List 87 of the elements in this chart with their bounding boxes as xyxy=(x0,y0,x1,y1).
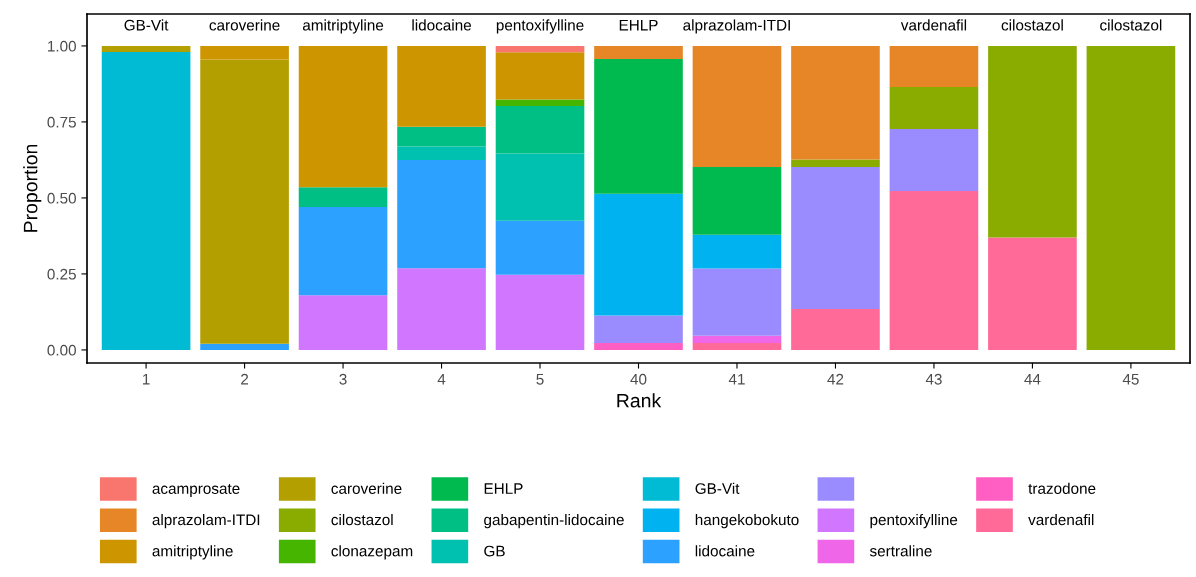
y-tick-label: 0.50 xyxy=(47,192,76,204)
annotation: cilostazol xyxy=(1100,19,1162,31)
bar xyxy=(397,159,486,269)
bar xyxy=(495,153,585,221)
legend-label: GB-Vit xyxy=(695,482,740,494)
bar xyxy=(988,45,1077,238)
bar xyxy=(988,237,1077,350)
annotation: alprazolam-ITDI xyxy=(683,19,790,34)
legend-label: sertraline xyxy=(869,545,932,557)
bar xyxy=(692,342,782,350)
bar xyxy=(298,187,388,208)
annotation: cilostazol xyxy=(1001,19,1063,31)
bar xyxy=(594,315,683,343)
bar xyxy=(791,159,880,167)
legend-label: pentoxifylline xyxy=(870,513,958,529)
bar xyxy=(692,45,782,167)
bar xyxy=(495,99,585,107)
bar xyxy=(889,45,979,87)
bar xyxy=(594,45,683,59)
bar xyxy=(594,58,683,194)
annotation: amitriptyline xyxy=(302,19,384,34)
bar xyxy=(101,52,191,350)
bar xyxy=(200,45,289,60)
annotation: caroverine xyxy=(209,19,280,31)
bar xyxy=(495,106,585,154)
x-tick-label: 2 xyxy=(241,373,249,385)
bar xyxy=(594,342,683,350)
x-tick-label: 3 xyxy=(339,373,347,385)
bar xyxy=(889,128,979,191)
bar xyxy=(200,59,289,344)
bar xyxy=(298,295,388,350)
bar xyxy=(1086,45,1176,350)
legend-label: alprazolam-ITDI xyxy=(152,513,260,529)
bar xyxy=(692,166,782,235)
bar xyxy=(791,166,880,309)
annotation: EHLP xyxy=(619,19,658,31)
bar xyxy=(495,220,585,275)
legend-label: hangekobokuto xyxy=(695,513,799,529)
x-tick-label: 41 xyxy=(728,373,745,385)
legend-label: clonazepam xyxy=(331,545,413,560)
x-tick-label: 5 xyxy=(536,373,544,385)
bar xyxy=(889,86,979,129)
bar xyxy=(594,193,683,316)
bar xyxy=(397,146,486,160)
bar xyxy=(298,45,388,188)
x-axis-title: Rank xyxy=(617,393,662,408)
y-tick-label: 0.00 xyxy=(47,344,76,356)
x-tick-label: 42 xyxy=(827,373,844,385)
bar xyxy=(200,343,289,350)
bar xyxy=(397,45,486,127)
legend-label: amitriptyline xyxy=(152,545,233,560)
legend-label: trazodone xyxy=(1028,482,1096,494)
bar xyxy=(495,274,585,350)
legend-label: vardenafil xyxy=(1028,513,1094,526)
bar xyxy=(889,190,979,350)
bar xyxy=(692,268,782,336)
bar xyxy=(692,234,782,269)
legend-label: gabapentin-lidocaine xyxy=(484,513,624,529)
annotation: lidocaine xyxy=(412,19,472,31)
annotation: vardenafil xyxy=(900,19,967,31)
x-tick-label: 1 xyxy=(143,373,150,385)
legend-label: EHLP xyxy=(484,483,523,494)
bar xyxy=(101,45,191,52)
legend-label: acamprosate xyxy=(152,483,240,497)
bar xyxy=(692,335,782,343)
y-tick-label: 0.25 xyxy=(47,268,76,280)
y-axis-title: Proportion xyxy=(23,144,42,232)
annotation: pentoxifylline xyxy=(496,19,584,34)
bar xyxy=(495,52,585,100)
x-tick-label: 45 xyxy=(1122,373,1139,385)
annotation: GB-Vit xyxy=(124,19,169,31)
legend-label: GB xyxy=(484,545,505,557)
x-tick-label: 43 xyxy=(925,373,942,385)
legend-label: lidocaine xyxy=(695,545,755,557)
bar xyxy=(298,207,388,296)
legend-label: caroverine xyxy=(331,482,402,494)
bar xyxy=(791,308,880,350)
y-tick-label: 0.75 xyxy=(47,116,76,128)
bar xyxy=(495,45,585,53)
bar xyxy=(791,45,880,160)
legend-label: cilostazol xyxy=(331,513,393,526)
x-tick-label: 40 xyxy=(630,373,647,385)
y-tick-label: 1.00 xyxy=(48,40,76,52)
x-tick-label: 4 xyxy=(437,373,446,385)
x-tick-label: 44 xyxy=(1024,373,1041,385)
bar xyxy=(397,268,486,350)
bar xyxy=(397,126,486,147)
